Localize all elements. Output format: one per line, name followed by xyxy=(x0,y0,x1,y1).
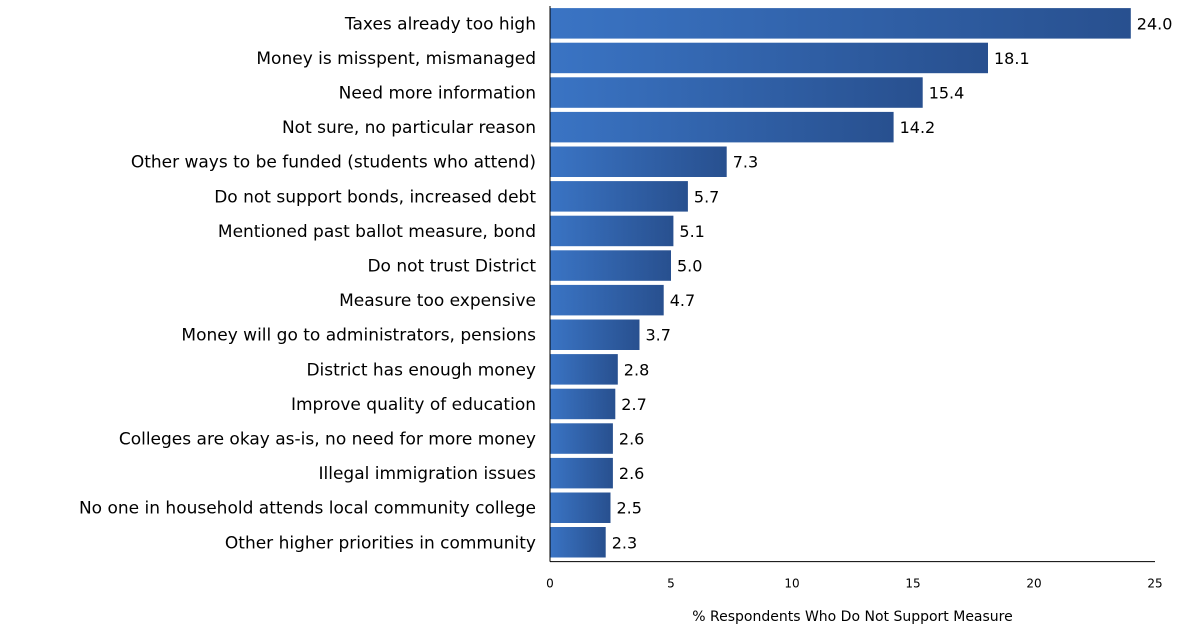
x-axis-title: % Respondents Who Do Not Support Measure xyxy=(692,609,1013,625)
category-label: Other higher priorities in community xyxy=(225,533,536,553)
x-tick-label: 0 xyxy=(546,577,554,591)
bar xyxy=(550,284,664,316)
category-label: No one in household attends local commun… xyxy=(79,499,536,519)
value-label: 2.5 xyxy=(617,499,642,518)
value-label: 2.3 xyxy=(612,533,637,552)
category-label: Measure too expensive xyxy=(339,291,536,311)
bar xyxy=(550,8,1131,39)
bars-group xyxy=(550,8,1131,558)
category-label: Improve quality of education xyxy=(291,395,536,415)
value-label: 5.0 xyxy=(677,257,702,276)
bar xyxy=(550,319,640,350)
bar xyxy=(550,250,671,281)
x-tick-label: 5 xyxy=(667,577,675,591)
value-label: 24.0 xyxy=(1137,14,1173,33)
value-label: 15.4 xyxy=(929,84,965,103)
bar xyxy=(550,527,606,558)
value-label: 2.6 xyxy=(619,430,644,449)
x-tick-label: 10 xyxy=(784,577,799,591)
bar xyxy=(550,388,616,420)
value-label: 2.6 xyxy=(619,464,644,483)
value-label: 5.1 xyxy=(679,222,704,241)
category-label: Colleges are okay as-is, no need for mor… xyxy=(119,430,536,450)
category-label: Do not support bonds, increased debt xyxy=(214,187,536,207)
value-label: 5.7 xyxy=(694,187,719,206)
value-label: 7.3 xyxy=(733,153,758,172)
bar xyxy=(550,423,613,454)
bar xyxy=(550,457,613,489)
category-label: Do not trust District xyxy=(367,257,536,277)
category-label: Mentioned past ballot measure, bond xyxy=(218,222,536,242)
bar xyxy=(550,354,618,385)
value-label: 4.7 xyxy=(670,291,695,310)
bar xyxy=(550,77,923,108)
category-label: Not sure, no particular reason xyxy=(282,118,536,138)
value-label: 14.2 xyxy=(900,118,936,137)
category-label: Illegal immigration issues xyxy=(318,464,536,484)
value-labels: 24.0 18.1 15.4 14.2 7.3 5.7 5.1 5.0 4.7 3.7 2.8 2.7… xyxy=(612,14,1173,552)
category-label: Other ways to be funded (students who at… xyxy=(131,153,536,173)
x-tick-label: 25 xyxy=(1147,577,1162,591)
value-label: 2.8 xyxy=(624,360,649,379)
bar xyxy=(550,111,894,143)
x-tick-label: 15 xyxy=(905,577,920,591)
category-labels: Taxes already too high Money is misspent,… xyxy=(79,14,536,553)
category-label: District has enough money xyxy=(306,360,536,380)
value-label: 3.7 xyxy=(646,326,671,345)
value-label: 18.1 xyxy=(994,49,1030,68)
x-axis-ticks: 0 5 10 15 20 25 xyxy=(546,577,1162,591)
value-label: 2.7 xyxy=(621,395,646,414)
x-tick-label: 20 xyxy=(1026,577,1041,591)
category-label: Taxes already too high xyxy=(344,14,536,34)
bar xyxy=(550,42,988,74)
category-label: Money will go to administrators, pension… xyxy=(181,326,536,346)
bar xyxy=(550,492,611,523)
category-label: Need more information xyxy=(339,84,536,104)
bar xyxy=(550,181,688,212)
bar xyxy=(550,215,674,247)
category-label: Money is misspent, mismanaged xyxy=(256,49,536,69)
bar xyxy=(550,146,727,177)
